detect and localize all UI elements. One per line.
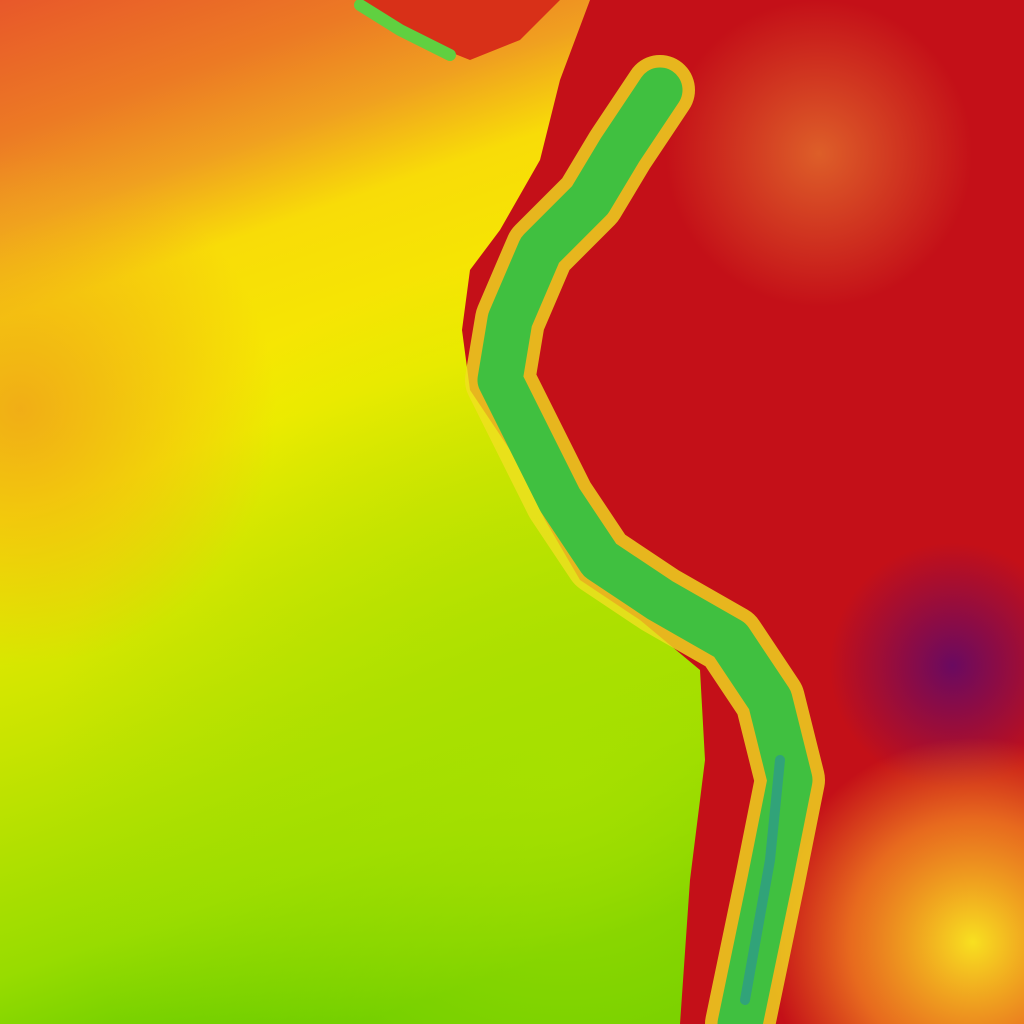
andes — [477, 67, 813, 1024]
andes-peaks — [740, 755, 785, 1005]
cordillera — [354, 0, 456, 61]
